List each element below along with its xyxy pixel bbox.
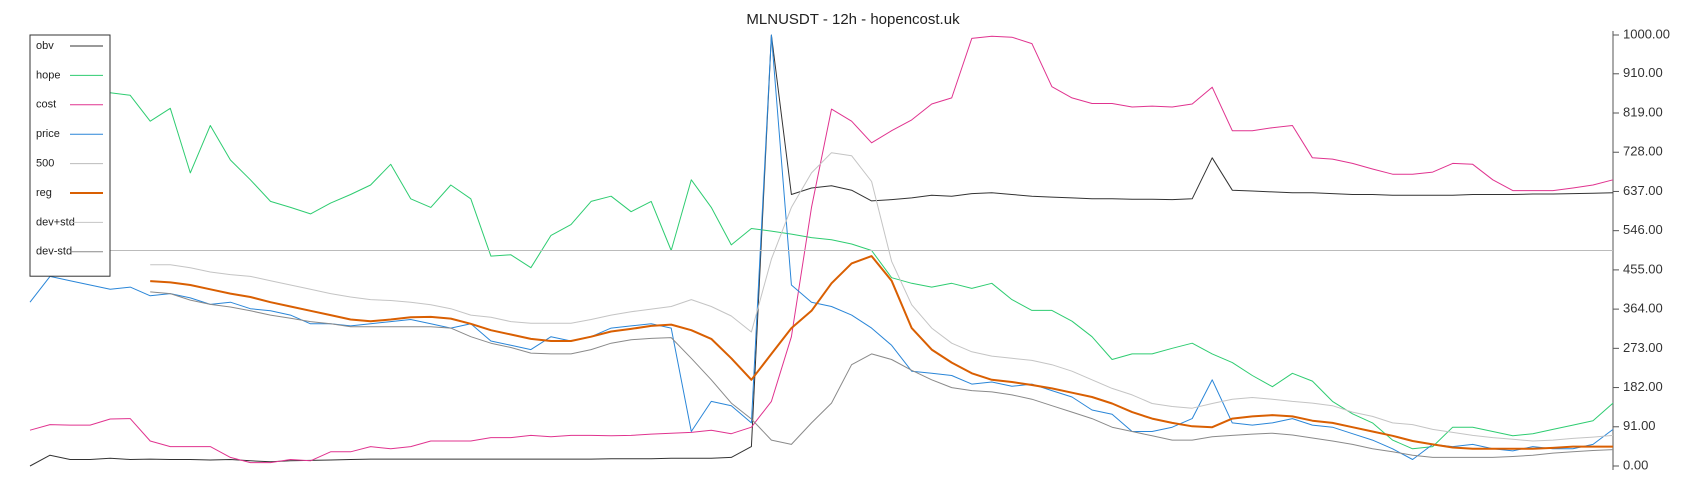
series-line [29,34,1614,460]
y-tick-label: 819.00 [1623,104,1663,119]
y-tick-label: 91.00 [1623,418,1656,433]
y-tick-label: 637.00 [1623,183,1663,198]
series-line [29,34,1614,467]
y-tick-label: 182.00 [1623,379,1663,394]
y-tick-label: 273.00 [1623,340,1663,355]
y-tick-label: 455.00 [1623,261,1663,276]
series-line [150,291,1614,458]
legend-label: 500 [36,158,54,170]
y-tick-label: 546.00 [1623,222,1663,237]
series-line [29,35,1614,464]
legend-label: price [36,128,60,140]
y-tick-label: 1000.00 [1623,26,1670,41]
legend: obv hope cost price 500 reg dev+std dev-std [29,34,111,277]
plot-area: 0.00 91.00 182.00 273.00 364.00 455.00 546.00 6… [29,26,1670,472]
legend-label: dev-std [36,246,72,258]
series-line [150,152,1614,442]
series-line [150,255,1613,450]
legend-label: reg [36,187,52,199]
series-line [110,92,1614,450]
legend-label: dev+std [36,216,75,228]
legend-label: hope [36,69,60,81]
y-tick-label: 728.00 [1623,144,1663,159]
y-tick-label: 910.00 [1623,65,1663,80]
legend-label: cost [36,99,56,111]
legend-label: obv [36,40,54,52]
y-tick-label: 0.00 [1623,457,1648,472]
y-tick-label: 364.00 [1623,301,1663,316]
chart-title: MLNUSDT - 12h - hopencost.uk [746,11,960,28]
